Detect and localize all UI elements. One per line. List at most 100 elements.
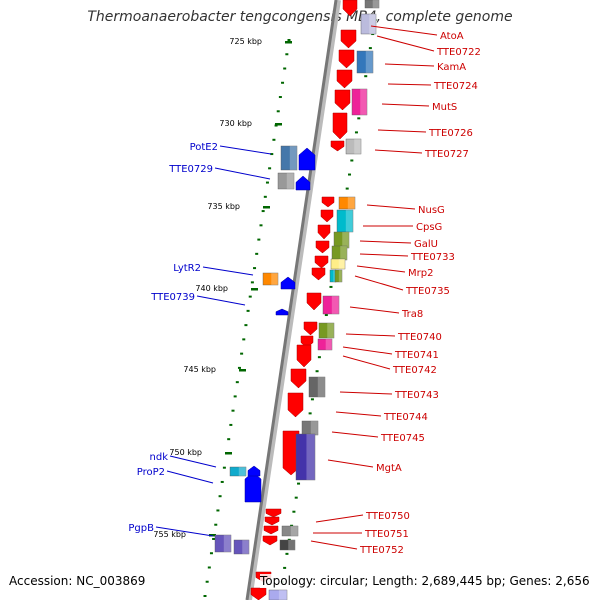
scale-label: 745 kbp [183,365,216,374]
forward-gene-arrow [336,69,353,89]
cog-box [317,338,333,351]
label-leader [327,459,374,468]
tick [229,423,233,426]
tick [287,39,291,41]
cog-box-shade [365,51,373,73]
gene-label: TTE0744 [383,412,428,423]
forward-gene-arrow [342,0,358,17]
cog-box [308,376,326,398]
gene-label: TTE0727 [424,149,469,160]
cog-box-shade [242,540,249,554]
gene-label: KamA [437,62,466,73]
gene-label: TTE0743 [394,390,439,401]
tick [317,356,321,359]
label-leader [196,295,246,306]
tick [212,537,216,540]
tick [281,81,285,84]
tick [354,131,358,134]
tick [268,167,272,170]
tick [278,96,282,99]
cog-box-shade [342,232,349,248]
tick [263,195,267,198]
cog-box [277,172,295,190]
tick [283,67,287,70]
cog-box-shade [286,173,294,189]
label-leader [342,355,391,370]
tick [209,552,213,555]
cog-box-shade [278,590,287,600]
gene-label: AtoA [440,31,464,42]
cog-box-shade [325,339,332,350]
label-leader [214,167,271,180]
cog-box [233,539,250,555]
tick [285,552,289,555]
major-tick [209,534,216,537]
tick [222,466,226,469]
cog-box [295,433,316,481]
forward-gene-arrow [306,292,322,311]
cog-box-shade [290,526,298,536]
forward-gene-arrow [296,344,312,368]
scale-label: 725 kbp [229,37,262,46]
tick [235,381,239,384]
tick [218,495,222,498]
tick [329,285,333,288]
tick [253,267,257,270]
cog-box [268,589,288,600]
label-leader [342,346,393,355]
scale-label: 735 kbp [207,202,240,211]
tick [233,395,237,398]
forward-gene-arrow [321,196,335,208]
gene-label: TTE0722 [436,47,481,58]
tick [220,480,224,483]
scale-label: 755 kbp [153,530,186,539]
gene-label: TTE0751 [364,529,409,540]
label-leader [331,431,379,438]
cog-box [364,0,380,9]
feature-track [214,0,380,600]
tick [248,295,252,298]
tick [272,138,276,141]
tick [368,47,372,50]
cog-box-shade [372,0,379,8]
tick [283,566,287,569]
forward-gene-arrow [282,430,300,476]
major-tick [225,452,232,455]
label-leader [339,391,393,395]
genome-backbone [245,0,338,600]
tick [276,110,280,113]
label-leader [359,253,409,257]
tick [350,159,354,162]
reverse-gene-arrow [298,147,316,171]
tick [214,523,218,526]
cog-box [279,539,296,551]
forward-gene-arrow [317,224,331,240]
gene-labels: AtoA TTE0722 KamA TTE0724 MutS TTE0726 TTE0727… [128,25,481,556]
tick [207,566,211,569]
reverse-gene-arrow [275,308,289,316]
tick [242,338,246,341]
gene-label: MgtA [376,463,402,474]
tick [237,366,241,369]
cog-box-shade [354,139,361,154]
cog-box-shade [288,540,295,550]
major-tick [239,369,246,372]
gene-label: TTE0750 [365,511,410,522]
label-leader [315,514,364,523]
label-leader [359,240,412,244]
gene-label: ndk [150,452,169,463]
tick [250,281,254,284]
cog-box-shade [271,273,278,285]
forward-gene-arrow [314,255,329,269]
gene-label: TTE0739 [150,292,195,303]
tick [203,595,207,597]
genome-backbone-shadow [246,0,341,600]
cog-box-shade [331,296,339,314]
label-leader [169,455,217,468]
cog-box [281,525,299,537]
cog-box [330,258,346,270]
forward-gene-arrow [338,49,355,69]
label-leader [166,470,214,484]
gene-label: GalU [414,239,438,250]
cog-box [318,322,335,339]
